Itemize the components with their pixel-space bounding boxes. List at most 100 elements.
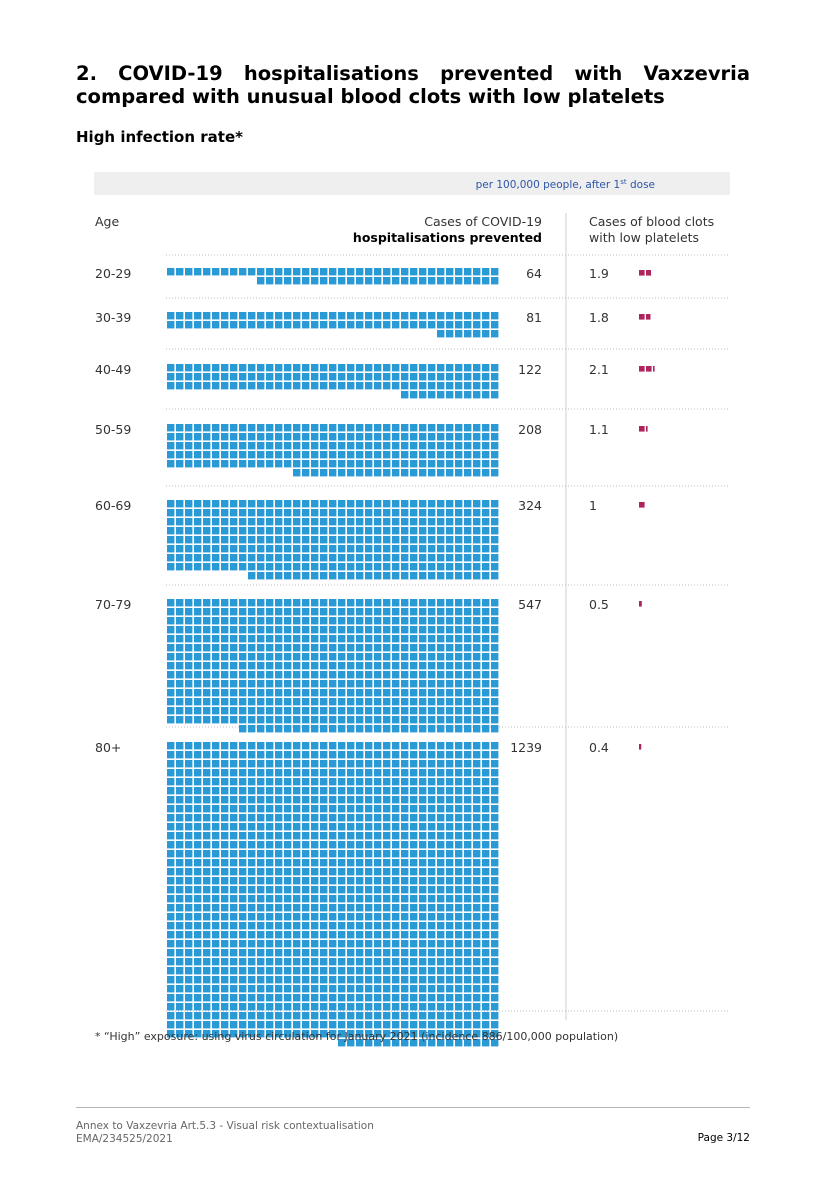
hosp-square	[212, 787, 220, 795]
hosp-square	[257, 904, 265, 912]
hosp-square	[446, 451, 454, 459]
hosp-square	[392, 653, 400, 661]
hosp-square	[347, 922, 355, 930]
hosp-square	[437, 760, 445, 768]
hosp-square	[266, 364, 274, 372]
hosp-square	[491, 913, 499, 921]
hosp-square	[383, 1012, 391, 1020]
hosp-square	[248, 563, 256, 571]
hosp-square	[446, 364, 454, 372]
hosp-square	[437, 662, 445, 670]
hosp-square	[176, 545, 184, 553]
hosp-square	[473, 563, 481, 571]
hosp-square	[401, 268, 409, 276]
hosp-square	[473, 433, 481, 441]
hosp-square	[275, 509, 283, 517]
hosp-square	[410, 518, 418, 526]
hosp-square	[356, 563, 364, 571]
hosp-square	[185, 1021, 193, 1029]
hosp-square	[473, 940, 481, 948]
hosp-square	[338, 967, 346, 975]
hosp-square	[302, 626, 310, 634]
hosp-square	[473, 599, 481, 607]
hosp-square	[383, 886, 391, 894]
hosp-square	[383, 859, 391, 867]
hosp-square	[374, 527, 382, 535]
hosp-square	[185, 536, 193, 544]
hosp-square	[410, 680, 418, 688]
hosp-square	[356, 572, 364, 580]
hosp-square	[203, 527, 211, 535]
hosp-square	[176, 1030, 184, 1038]
hosp-square	[293, 994, 301, 1002]
hosp-square	[194, 626, 202, 634]
hosp-square	[383, 689, 391, 697]
hosp-square	[356, 967, 364, 975]
hosp-square	[212, 1021, 220, 1029]
hosp-square	[392, 760, 400, 768]
hosp-square	[167, 617, 175, 625]
hosp-square	[311, 868, 319, 876]
hosp-square	[473, 572, 481, 580]
hosp-square	[266, 509, 274, 517]
hosp-square	[230, 644, 238, 652]
hosp-square	[365, 850, 373, 858]
hosp-square	[329, 653, 337, 661]
hosp-square	[311, 469, 319, 477]
hosp-square	[248, 433, 256, 441]
hosp-square	[347, 859, 355, 867]
hosp-square	[482, 277, 490, 285]
hosp-square	[482, 536, 490, 544]
hosp-square	[293, 796, 301, 804]
hosp-square	[347, 877, 355, 885]
hosp-square	[176, 751, 184, 759]
hosp-square	[338, 823, 346, 831]
hosp-square	[446, 268, 454, 276]
hosp-square	[230, 931, 238, 939]
hosp-square	[356, 635, 364, 643]
hosp-square	[410, 500, 418, 508]
hosp-square	[410, 1021, 418, 1029]
hosp-square	[239, 433, 247, 441]
hosp-square	[203, 536, 211, 544]
row-80+: 80+ 1239 0.4	[95, 740, 642, 1047]
hosp-square	[464, 442, 472, 450]
hosp-square	[167, 769, 175, 777]
hosp-square	[230, 913, 238, 921]
hosp-square	[419, 572, 427, 580]
hosp-square	[491, 545, 499, 553]
hosp-square	[383, 922, 391, 930]
hosp-square	[410, 985, 418, 993]
hosp-square	[320, 554, 328, 562]
hosp-square	[356, 940, 364, 948]
hosp-square	[419, 563, 427, 571]
hosp-square	[410, 536, 418, 544]
hosp-square	[347, 460, 355, 468]
hosp-square	[482, 904, 490, 912]
hosp-square	[230, 841, 238, 849]
hosp-square	[455, 967, 463, 975]
hosp-square	[203, 931, 211, 939]
hosp-square	[338, 877, 346, 885]
hosp-square	[410, 787, 418, 795]
hosp-square	[293, 823, 301, 831]
hosp-square	[176, 500, 184, 508]
hosp-square	[329, 725, 337, 733]
hosp-square	[482, 778, 490, 786]
hosp-square	[482, 886, 490, 894]
hosp-square	[410, 268, 418, 276]
hosp-square	[266, 1003, 274, 1011]
hosp-square	[491, 451, 499, 459]
hosp-square	[410, 895, 418, 903]
hosp-square	[446, 442, 454, 450]
hosp-square	[401, 958, 409, 966]
hosp-square	[383, 778, 391, 786]
hosp-square	[176, 877, 184, 885]
hosp-square	[455, 1039, 463, 1047]
hosp-square	[437, 976, 445, 984]
hosp-square	[374, 312, 382, 320]
hosp-square	[257, 451, 265, 459]
hosp-square	[347, 698, 355, 706]
hosp-square	[257, 653, 265, 661]
hosp-square	[293, 751, 301, 759]
